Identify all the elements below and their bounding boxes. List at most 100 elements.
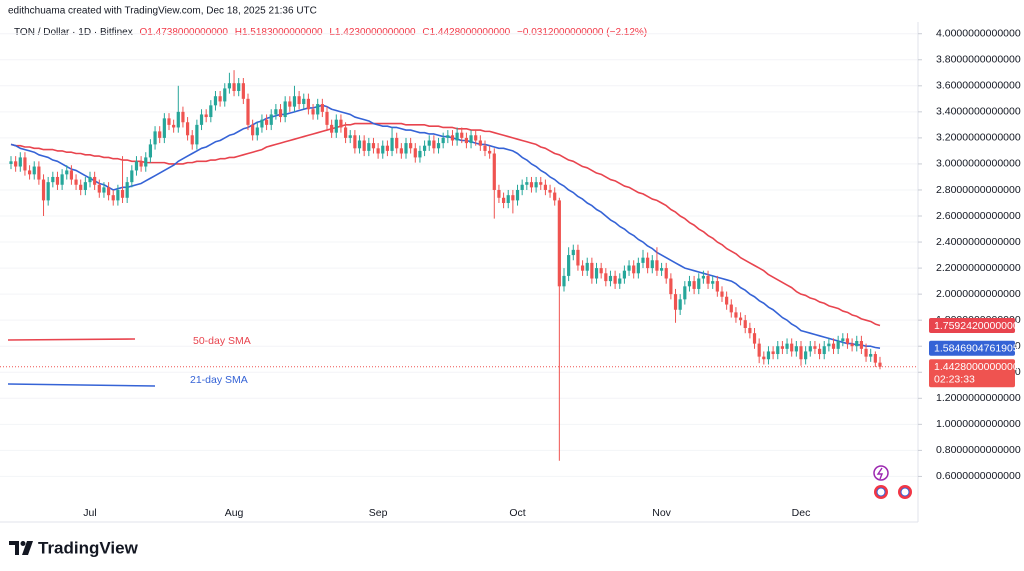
x-tick-label: Jul [83,507,96,519]
candle-body [683,286,687,300]
candle-body [65,170,69,175]
y-tick-label: 3.6000000000000 [936,80,1021,92]
candle-body [720,291,724,297]
legend-swatch [7,338,136,341]
candle-body [153,131,157,145]
candle-body [748,327,752,334]
candle-body [246,98,250,125]
candle-body [850,343,854,347]
legend-swatch [7,383,156,387]
candle-body [752,333,757,344]
candle-body [162,118,166,138]
candle-body [316,104,320,115]
candle-body [241,83,245,99]
candle-body [348,135,352,138]
candle-body [576,249,580,266]
candle-body [413,148,417,158]
candle-body [144,157,148,167]
candle-body [622,270,627,279]
candle-body [227,83,232,89]
candle-body [650,260,654,269]
candle-body [762,356,766,360]
candle-body [390,137,394,151]
candle-body [376,148,380,154]
candle-body [474,135,478,141]
candle-body [738,317,743,321]
sma-line [10,122,881,327]
candle-body [799,346,803,360]
chart-icons [873,465,912,499]
candle-body [567,255,571,276]
candle-body [590,262,594,279]
alert-icon-bolt [876,467,884,480]
y-tick-label: 1.0000000000000 [936,418,1021,430]
price-label-box [929,359,1015,388]
candle-body [232,83,236,92]
candle-body [311,109,315,115]
candle-body [673,294,678,310]
candle-body [343,127,348,138]
logo-mark [20,541,26,546]
candle-body [515,189,520,201]
y-tick-label: 2.8000000000000 [936,184,1021,196]
candle-body [636,262,640,274]
y-tick-label: 3.0000000000000 [936,158,1021,170]
candle-body [869,354,873,357]
candle-body [55,176,60,185]
candle-body [320,104,324,112]
candle-body [780,346,785,349]
candle-body [766,351,771,360]
candle-body [822,346,826,355]
candle-body [497,189,501,198]
candle-body [873,354,877,363]
candle-body [97,184,101,193]
symbol: TON / Dollar · 1D · Bitfinex [14,27,133,38]
candle-body [483,145,487,151]
price-label-box [929,340,1015,356]
candle-body [251,124,255,136]
candle-body [757,343,761,357]
candle-body [353,135,357,149]
candle-body [120,189,125,198]
price-label: 1.4428000000000 [934,361,1019,373]
x-tick-label: Sep [369,507,388,519]
candle-body [37,166,41,180]
candle-body [88,176,92,183]
candle-body [167,118,171,125]
candle-body [771,351,775,355]
candle-body [158,131,162,138]
y-tick-label: 3.4000000000000 [936,106,1021,118]
candle-body [446,135,450,138]
y-tick-label: 2.4000000000000 [936,236,1021,248]
candle-body [218,96,222,102]
high-readout: H1.5183000000000 [235,27,323,38]
candle-body [74,179,78,185]
candle-body [539,182,543,185]
candle-body [743,320,747,328]
candle-body [297,96,301,105]
candle-body [776,346,780,355]
legend: 50-day SMA 21-day SMA [7,335,251,387]
candle-body [23,157,27,171]
close-readout: C1.4428000000000 [422,27,510,38]
candle-body [706,275,710,284]
candle-body [520,184,524,190]
candle-body [292,96,297,107]
candle-body [613,275,617,284]
candle-body [264,119,269,125]
candle-body [176,111,180,128]
candle-body [725,296,729,305]
low-readout: L1.4230000000000 [329,27,416,38]
flag-icon-inner [876,487,886,497]
x-tick-label: Nov [652,507,671,519]
candle-body [553,192,557,201]
candle-body [669,278,673,295]
candle-body [594,268,599,279]
x-tick-label: Dec [792,507,811,519]
candle-body [199,114,204,125]
candle-body [604,273,608,282]
candle-body [41,179,46,201]
candle-body [599,268,603,274]
candle-body [632,265,636,274]
symbol-readout: TON / Dollar · 1D · Bitfinex O1.47380000… [14,27,647,38]
